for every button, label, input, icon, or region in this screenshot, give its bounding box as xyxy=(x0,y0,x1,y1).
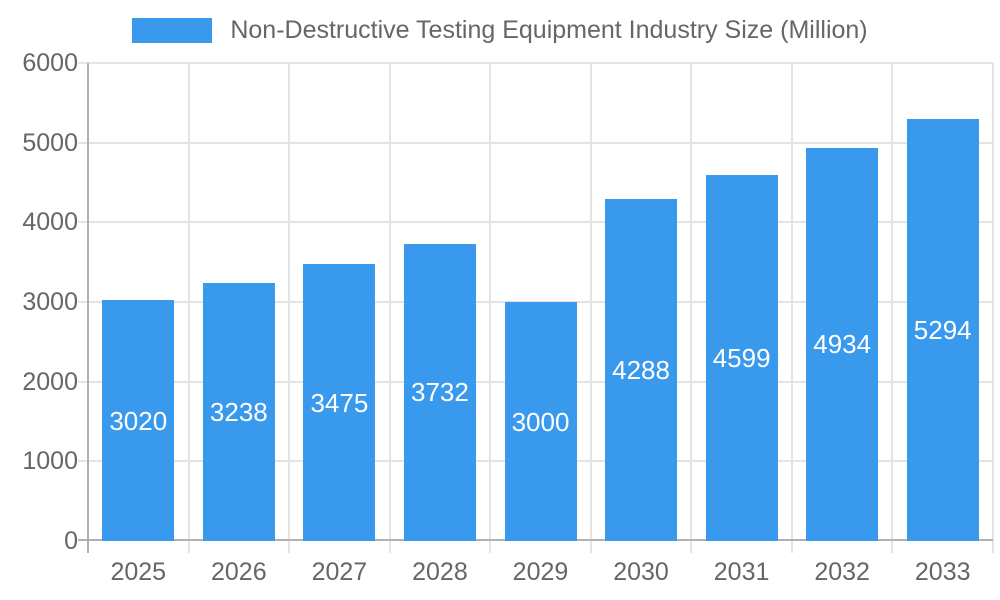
x-gridline xyxy=(992,63,994,553)
bar: 3475 xyxy=(303,264,376,541)
x-gridline xyxy=(187,63,190,553)
x-axis-tick-label: 2027 xyxy=(311,558,368,586)
x-axis-tick-label: 2028 xyxy=(412,558,468,586)
bar: 3000 xyxy=(504,302,577,541)
y-axis-tick-label: 2000 xyxy=(22,367,78,396)
legend: Non-Destructive Testing Equipment Indust… xyxy=(0,16,1000,45)
plot-area: 0 1000 2000 3000 4000 5000 6000 3020 2025 3238 202… xyxy=(22,49,994,586)
x-gridline xyxy=(891,63,894,553)
y-gridline xyxy=(78,141,993,144)
bar: 5294 xyxy=(906,119,979,541)
bar: 4599 xyxy=(705,174,778,541)
y-axis-tick-label: 3000 xyxy=(22,288,78,316)
bar: 3732 xyxy=(403,243,476,541)
bar-value-label: 3732 xyxy=(411,377,469,408)
y-gridline xyxy=(78,62,993,64)
y-axis-tick-label: 5000 xyxy=(22,128,78,157)
x-axis-tick-label: 2030 xyxy=(613,558,669,586)
x-gridline xyxy=(589,63,592,553)
bar-value-label: 3000 xyxy=(511,406,570,437)
bar-value-label: 4599 xyxy=(712,342,771,373)
x-gridline xyxy=(388,63,391,553)
x-axis-tick-label: 2025 xyxy=(110,558,167,586)
bar-value-label: 3238 xyxy=(209,397,268,428)
x-axis-tick-label: 2029 xyxy=(512,558,569,586)
legend-swatch xyxy=(132,18,213,43)
bar: 3020 xyxy=(102,300,175,541)
bar-value-label: 3020 xyxy=(109,405,168,436)
bar-value-label: 3475 xyxy=(310,387,369,418)
legend-label: Non-Destructive Testing Equipment Indust… xyxy=(230,16,868,44)
y-gridline xyxy=(78,221,993,224)
bar: 3238 xyxy=(202,283,275,541)
y-axis-line xyxy=(87,63,89,553)
x-gridline xyxy=(288,63,291,553)
x-axis-tick-label: 2032 xyxy=(814,558,870,586)
y-axis-tick-label: 0 xyxy=(64,527,78,555)
bar-value-label: 4934 xyxy=(813,329,872,360)
y-axis-tick-label: 1000 xyxy=(22,447,78,476)
x-axis-tick-label: 2031 xyxy=(713,558,770,586)
bar: 4288 xyxy=(605,199,678,541)
bar-value-label: 4288 xyxy=(612,355,670,386)
x-axis-tick-label: 2026 xyxy=(211,558,267,586)
y-axis-tick-label: 4000 xyxy=(22,208,78,237)
bar-value-label: 5294 xyxy=(913,315,972,346)
x-gridline xyxy=(790,63,793,553)
bar: 4934 xyxy=(806,147,879,541)
x-gridline xyxy=(690,63,693,553)
y-axis-tick-label: 6000 xyxy=(22,49,78,77)
x-axis-tick-label: 2033 xyxy=(914,558,971,586)
x-gridline xyxy=(489,63,492,553)
